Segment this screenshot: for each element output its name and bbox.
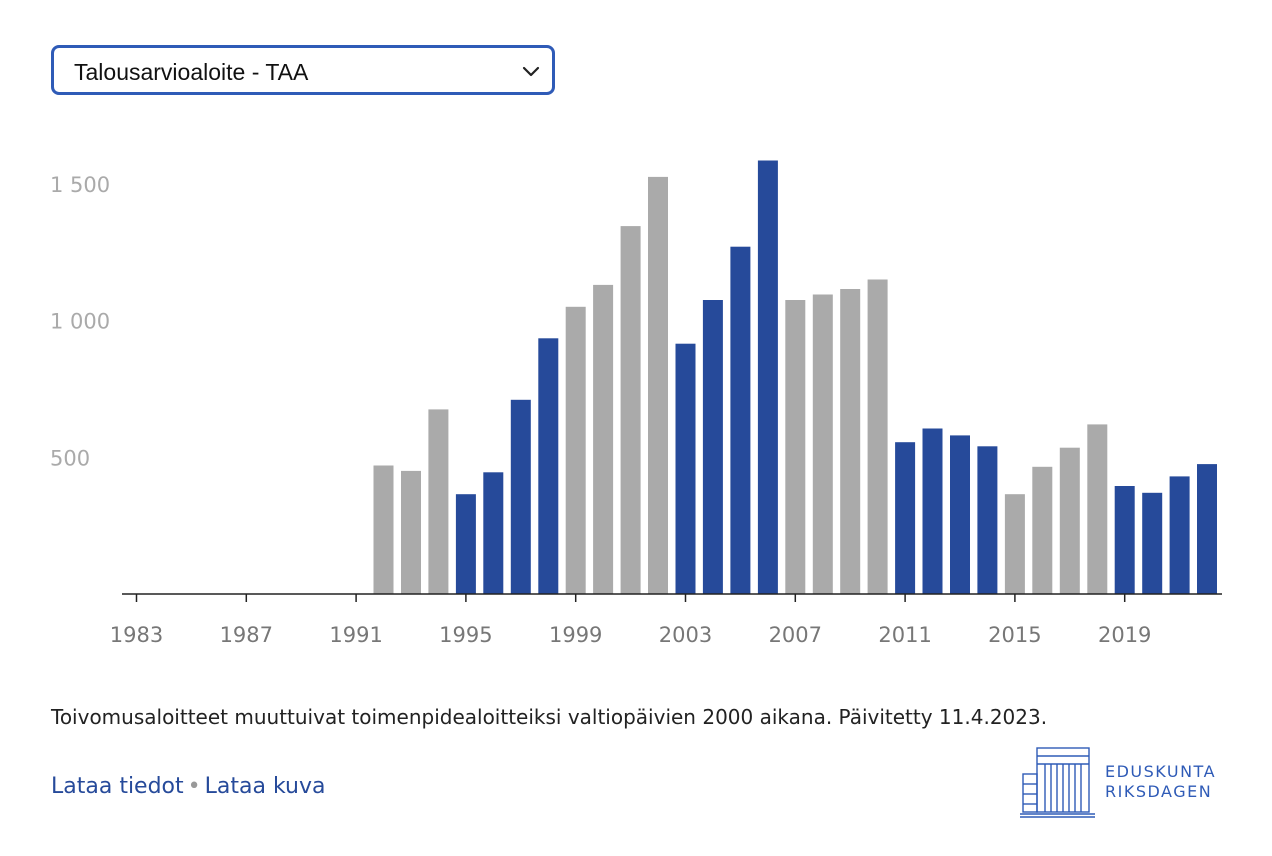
- x-tick-label: 1987: [220, 623, 273, 647]
- bar[interactable]: [867, 279, 888, 595]
- bar[interactable]: [785, 300, 806, 594]
- bar[interactable]: [1197, 464, 1217, 594]
- bar[interactable]: [1114, 486, 1135, 594]
- x-tick-label: 2019: [1098, 623, 1151, 647]
- bar[interactable]: [840, 289, 861, 594]
- download-links: Lataa tiedot • Lataa kuva: [51, 774, 325, 799]
- logo-text: EDUSKUNTA RIKSDAGEN: [1105, 762, 1216, 802]
- select-value: Talousarvioaloite - TAA: [74, 59, 309, 85]
- bar[interactable]: [977, 446, 998, 594]
- bar[interactable]: [538, 338, 559, 594]
- bar[interactable]: [455, 494, 476, 594]
- bar[interactable]: [428, 409, 449, 594]
- bar[interactable]: [1087, 424, 1108, 594]
- chart-footnote: Toivomusaloitteet muuttuivat toimenpidea…: [51, 705, 1048, 729]
- x-tick-label: 1995: [439, 623, 492, 647]
- x-tick-label: 1983: [110, 623, 163, 647]
- link-separator: •: [187, 774, 201, 799]
- logo-line-2: RIKSDAGEN: [1105, 782, 1213, 801]
- bar[interactable]: [648, 176, 668, 594]
- bar[interactable]: [620, 226, 641, 594]
- logo-line-1: EDUSKUNTA: [1105, 762, 1217, 781]
- download-data-link[interactable]: Lataa tiedot: [51, 774, 184, 799]
- x-tick-label: 1999: [549, 623, 602, 647]
- bar[interactable]: [593, 284, 614, 594]
- y-tick-label: 1 500: [50, 173, 110, 197]
- bar[interactable]: [401, 470, 421, 594]
- bar[interactable]: [1059, 447, 1080, 594]
- bar[interactable]: [1004, 494, 1025, 594]
- bar[interactable]: [373, 465, 394, 595]
- bar[interactable]: [565, 306, 586, 594]
- bar[interactable]: [483, 472, 504, 594]
- x-tick-label: 2015: [988, 623, 1041, 647]
- x-tick-label: 1991: [329, 623, 382, 647]
- bar[interactable]: [675, 343, 696, 594]
- bar[interactable]: [950, 435, 970, 594]
- bar[interactable]: [730, 246, 751, 594]
- bar-chart: 500 1 000 1 500 1983 1987 1991 1995 1999 2003 200…: [50, 160, 1222, 647]
- eduskunta-logo: EDUSKUNTA RIKSDAGEN: [1019, 744, 1229, 819]
- bar[interactable]: [922, 428, 943, 595]
- chevron-down-icon: [522, 66, 540, 77]
- x-tick-label: 2007: [769, 623, 822, 647]
- bar[interactable]: [812, 294, 833, 595]
- download-image-link[interactable]: Lataa kuva: [204, 774, 326, 799]
- bar[interactable]: [1032, 466, 1053, 594]
- bar[interactable]: [702, 300, 723, 594]
- bar[interactable]: [510, 399, 531, 594]
- bar[interactable]: [1169, 476, 1190, 594]
- bar[interactable]: [757, 160, 778, 595]
- y-tick-label: 500: [50, 446, 90, 470]
- bar[interactable]: [895, 442, 916, 594]
- chart-type-select[interactable]: Talousarvioaloite - TAA: [51, 45, 555, 95]
- x-tick-label: 2011: [878, 623, 931, 647]
- x-tick-label: 2003: [659, 623, 712, 647]
- parliament-building-icon: [1020, 747, 1095, 818]
- y-tick-label: 1 000: [50, 310, 110, 334]
- bar[interactable]: [1142, 492, 1163, 594]
